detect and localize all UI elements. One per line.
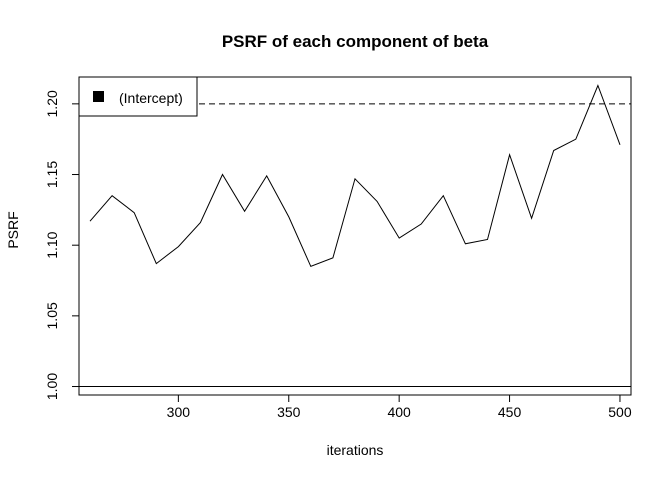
legend-swatch <box>93 91 104 102</box>
reference-lines <box>79 103 631 388</box>
series-group <box>89 84 621 268</box>
x-tick-label: 300 <box>167 404 191 420</box>
chart-title: PSRF of each component of beta <box>222 32 489 51</box>
y-tick-label: 1.05 <box>44 302 60 329</box>
legend-label: (Intercept) <box>119 90 183 106</box>
series-line-intercept <box>89 84 621 268</box>
y-tick-label: 1.20 <box>44 90 60 117</box>
x-tick-label: 350 <box>277 404 301 420</box>
y-axis: 1.00 1.05 1.10 1.15 1.20 <box>44 90 79 400</box>
x-tick-label: 450 <box>498 404 522 420</box>
x-axis-label: iterations <box>327 442 384 458</box>
y-tick-label: 1.15 <box>44 161 60 188</box>
y-axis-label: PSRF <box>5 211 21 248</box>
x-tick-label: 500 <box>608 404 632 420</box>
plot-frame <box>78 76 632 396</box>
y-tick-label: 1.10 <box>44 231 60 258</box>
x-tick-label: 400 <box>387 404 411 420</box>
y-tick-label: 1.00 <box>44 373 60 400</box>
legend: (Intercept) <box>78 76 198 117</box>
x-axis: 300 350 400 450 500 <box>167 395 632 420</box>
